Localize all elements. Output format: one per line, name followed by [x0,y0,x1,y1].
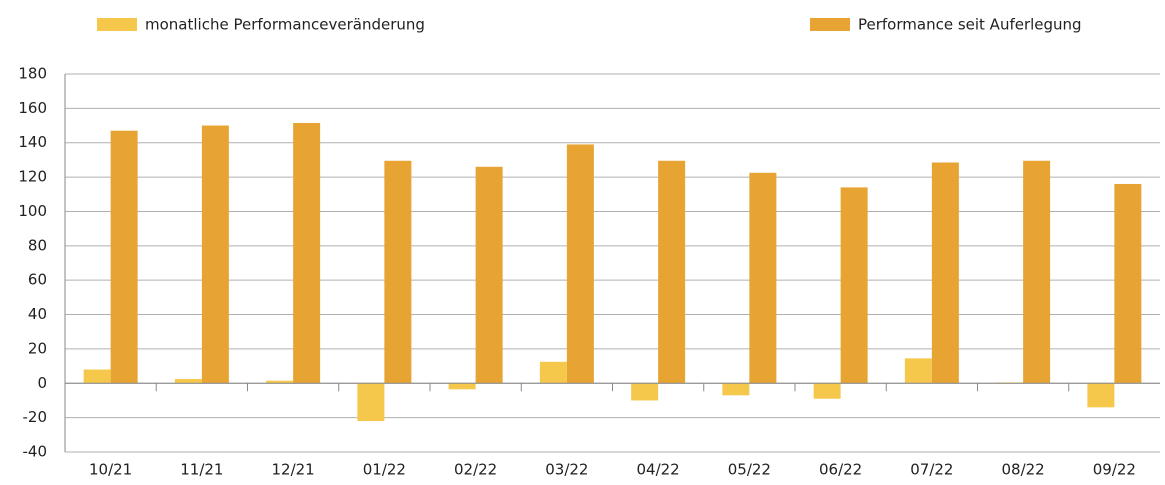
bar [475,166,503,384]
bar [539,361,567,384]
y-tick-label: 120 [18,168,47,186]
y-tick-label: -20 [23,408,48,426]
bar [201,125,229,384]
x-tick-label: 08/22 [1002,461,1045,479]
y-tick-label: -40 [23,443,48,461]
y-tick-label: 160 [18,99,47,117]
bar [722,383,750,396]
bar [1023,160,1051,384]
bar [813,383,841,399]
bar [384,160,412,384]
x-tick-label: 02/22 [454,461,497,479]
bar [293,122,321,384]
y-tick-label: 20 [28,339,47,357]
x-tick-label: 01/22 [363,461,406,479]
y-tick-label: 140 [18,133,47,151]
y-tick-label: 0 [37,374,47,392]
bar [1087,383,1115,408]
legend-swatch [97,18,137,31]
x-tick-label: 07/22 [910,461,953,479]
y-tick-label: 80 [28,236,47,254]
x-tick-label: 11/21 [180,461,223,479]
bar [566,144,594,384]
bar [83,369,111,384]
bar [266,380,294,384]
x-tick-label: 03/22 [545,461,588,479]
bar [448,383,476,390]
bar [749,172,777,384]
x-tick-label: 06/22 [819,461,862,479]
bar [931,162,959,384]
bar [1114,183,1142,384]
bar [174,378,202,384]
y-tick-label: 100 [18,202,47,220]
x-tick-label: 09/22 [1093,461,1136,479]
legend-label: monatliche Performanceveränderung [145,16,425,34]
bar [840,187,868,384]
y-tick-label: 180 [18,65,47,83]
y-tick-label: 40 [28,305,47,323]
y-tick-label: 60 [28,271,47,289]
bar [904,358,932,384]
legend-swatch [810,18,850,31]
bar [658,160,686,384]
bar [110,130,138,384]
x-tick-label: 04/22 [637,461,680,479]
x-tick-label: 10/21 [89,461,132,479]
bar [631,383,659,401]
x-tick-label: 12/21 [272,461,315,479]
bar [357,383,385,422]
x-tick-label: 05/22 [728,461,771,479]
legend-label: Performance seit Auferlegung [858,16,1082,34]
